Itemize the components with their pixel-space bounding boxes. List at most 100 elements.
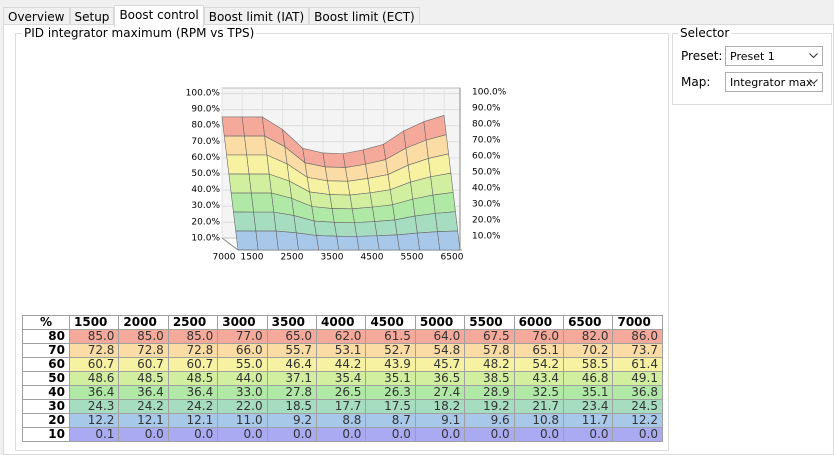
table-cell[interactable]: 82.0 — [563, 329, 614, 344]
table-cell[interactable]: 62.0 — [316, 329, 367, 344]
table-cell[interactable]: 44.2 — [316, 357, 367, 372]
table-cell[interactable]: 48.6 — [68, 371, 120, 386]
table-cell[interactable]: 48.2 — [464, 357, 515, 372]
tab[interactable]: Setup — [69, 7, 115, 27]
table-cell[interactable]: 0.0 — [217, 427, 268, 442]
table-cell[interactable]: 46.8 — [563, 371, 614, 386]
table-cell[interactable]: 55.7 — [266, 343, 318, 358]
table-cell[interactable]: 0.0 — [316, 427, 367, 442]
table-cell[interactable]: 45.7 — [414, 357, 466, 372]
table-cell[interactable]: 28.9 — [464, 385, 515, 400]
table-cell[interactable]: 0.0 — [365, 427, 416, 442]
table-cell[interactable]: 76.0 — [513, 329, 565, 344]
table-cell[interactable]: 67.5 — [464, 329, 515, 344]
table-cell[interactable]: 54.2 — [513, 357, 565, 372]
preset-combo[interactable]: Preset 1 — [725, 46, 823, 66]
table-cell[interactable]: 54.8 — [414, 343, 466, 358]
table-cell[interactable]: 19.2 — [464, 399, 515, 414]
table-cell[interactable]: 0.1 — [68, 427, 120, 442]
table-cell[interactable]: 24.2 — [118, 399, 169, 414]
table-cell[interactable]: 0.0 — [414, 427, 466, 442]
table-cell[interactable]: 85.0 — [118, 329, 169, 344]
table-cell[interactable]: 72.8 — [118, 343, 169, 358]
tab[interactable]: Boost control — [114, 5, 204, 27]
table-cell[interactable]: 17.5 — [365, 399, 416, 414]
table-cell[interactable]: 36.4 — [118, 385, 169, 400]
table-cell[interactable]: 85.0 — [167, 329, 219, 344]
table-cell[interactable]: 35.1 — [563, 385, 614, 400]
table-cell[interactable]: 24.2 — [167, 399, 219, 414]
tab[interactable]: Boost limit (IAT) — [203, 7, 310, 27]
table-cell[interactable]: 37.1 — [266, 371, 318, 386]
table-cell[interactable]: 48.5 — [118, 371, 169, 386]
table-cell[interactable]: 73.7 — [612, 343, 663, 358]
table-cell[interactable]: 22.0 — [217, 399, 268, 414]
table-cell[interactable]: 57.8 — [464, 343, 515, 358]
table-cell[interactable]: 36.5 — [414, 371, 466, 386]
table-cell[interactable]: 86.0 — [612, 329, 663, 344]
table-cell[interactable]: 0.0 — [266, 427, 318, 442]
table-cell[interactable]: 66.0 — [217, 343, 268, 358]
table-cell[interactable]: 65.0 — [266, 329, 318, 344]
table-cell[interactable]: 33.0 — [217, 385, 268, 400]
table-cell[interactable]: 35.4 — [316, 371, 367, 386]
table-cell[interactable]: 60.7 — [68, 357, 120, 372]
table-cell[interactable]: 60.7 — [118, 357, 169, 372]
table-cell[interactable]: 60.7 — [167, 357, 219, 372]
table-cell[interactable]: 23.4 — [563, 399, 614, 414]
table-cell[interactable]: 0.0 — [464, 427, 515, 442]
tab[interactable]: Boost limit (ECT) — [309, 7, 420, 27]
table-cell[interactable]: 11.0 — [217, 413, 268, 428]
table-cell[interactable]: 72.8 — [167, 343, 219, 358]
table-cell[interactable]: 0.0 — [118, 427, 169, 442]
table-cell[interactable]: 9.2 — [266, 413, 318, 428]
table-cell[interactable]: 17.7 — [316, 399, 367, 414]
table-cell[interactable]: 55.0 — [217, 357, 268, 372]
table-cell[interactable]: 10.8 — [513, 413, 565, 428]
table-cell[interactable]: 46.4 — [266, 357, 318, 372]
table-cell[interactable]: 52.7 — [365, 343, 416, 358]
table-cell[interactable]: 70.2 — [563, 343, 614, 358]
table-cell[interactable]: 43.9 — [365, 357, 416, 372]
table-cell[interactable]: 36.4 — [167, 385, 219, 400]
table-cell[interactable]: 18.5 — [266, 399, 318, 414]
table-cell[interactable]: 0.0 — [513, 427, 565, 442]
table-cell[interactable]: 9.6 — [464, 413, 515, 428]
table-cell[interactable]: 58.5 — [563, 357, 614, 372]
table-cell[interactable]: 43.4 — [513, 371, 565, 386]
table-cell[interactable]: 38.5 — [464, 371, 515, 386]
table-cell[interactable]: 0.0 — [563, 427, 614, 442]
tab[interactable]: Overview — [3, 7, 70, 27]
table-cell[interactable]: 85.0 — [68, 329, 120, 344]
table-cell[interactable]: 35.1 — [365, 371, 416, 386]
table-cell[interactable]: 21.7 — [513, 399, 565, 414]
table-cell[interactable]: 61.4 — [612, 357, 663, 372]
table-cell[interactable]: 12.2 — [612, 413, 663, 428]
table-cell[interactable]: 36.8 — [612, 385, 663, 400]
table-cell[interactable]: 72.8 — [68, 343, 120, 358]
table-cell[interactable]: 32.5 — [513, 385, 565, 400]
table-cell[interactable]: 48.5 — [167, 371, 219, 386]
table-cell[interactable]: 77.0 — [217, 329, 268, 344]
table-cell[interactable]: 44.0 — [217, 371, 268, 386]
table-cell[interactable]: 12.1 — [118, 413, 169, 428]
table-cell[interactable]: 24.5 — [612, 399, 663, 414]
map-combo[interactable]: Integrator max. — [725, 72, 823, 92]
table-cell[interactable]: 36.4 — [68, 385, 120, 400]
table-cell[interactable]: 11.7 — [563, 413, 614, 428]
table-cell[interactable]: 64.0 — [414, 329, 466, 344]
table-cell[interactable]: 61.5 — [365, 329, 416, 344]
table-cell[interactable]: 12.1 — [167, 413, 219, 428]
table-cell[interactable]: 53.1 — [316, 343, 367, 358]
table-cell[interactable]: 8.7 — [365, 413, 416, 428]
table-cell[interactable]: 0.0 — [612, 427, 663, 442]
table-cell[interactable]: 27.8 — [266, 385, 318, 400]
table-cell[interactable]: 27.4 — [414, 385, 466, 400]
table-cell[interactable]: 65.1 — [513, 343, 565, 358]
table-cell[interactable]: 9.1 — [414, 413, 466, 428]
table-cell[interactable]: 18.2 — [414, 399, 466, 414]
table-cell[interactable]: 24.3 — [68, 399, 120, 414]
table-cell[interactable]: 26.3 — [365, 385, 416, 400]
table-cell[interactable]: 26.5 — [316, 385, 367, 400]
table-cell[interactable]: 49.1 — [612, 371, 663, 386]
